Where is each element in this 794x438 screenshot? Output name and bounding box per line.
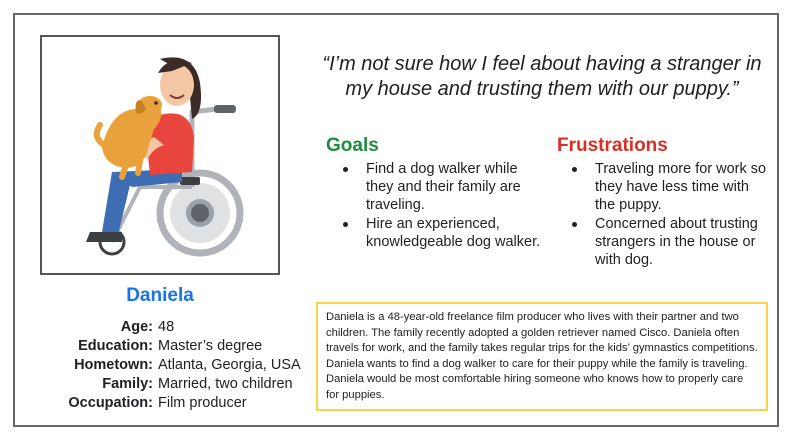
persona-quote: “I’m not sure how I feel about having a …	[322, 53, 762, 100]
persona-facts: Age: 48 Education: Master’s degree Homet…	[40, 318, 330, 413]
persona-photo	[40, 35, 280, 275]
goal-item: Hire an experienced, knowledgeable dog w…	[338, 215, 543, 251]
frustrations-title: Frustrations	[557, 135, 668, 156]
fact-family: Family: Married, two children	[40, 375, 330, 394]
fact-label: Education:	[78, 338, 153, 354]
fact-label: Family:	[102, 376, 153, 392]
frustration-item: Concerned about trusting strangers in th…	[567, 215, 767, 269]
fact-age: Age: 48	[40, 318, 330, 337]
fact-education: Education: Master’s degree	[40, 337, 330, 356]
fact-occupation: Occupation: Film producer	[40, 394, 330, 413]
fact-value: 48	[158, 319, 175, 335]
fact-value: Master’s degree	[158, 338, 263, 354]
persona-bio: Daniela is a 48-year-old freelance film …	[316, 302, 768, 411]
fact-label: Occupation:	[68, 395, 153, 411]
frustration-item: Traveling more for work so they have les…	[567, 160, 767, 214]
goals-title: Goals	[326, 135, 379, 156]
goals-list: Find a dog walker while they and their f…	[338, 160, 543, 252]
frustrations-list: Traveling more for work so they have les…	[567, 160, 767, 270]
fact-value: Married, two children	[158, 376, 293, 392]
fact-value: Atlanta, Georgia, USA	[158, 357, 301, 373]
fact-label: Hometown:	[74, 357, 153, 373]
fact-value: Film producer	[158, 395, 247, 411]
goal-item: Find a dog walker while they and their f…	[338, 160, 543, 214]
wheelchair-dog-illustration	[86, 57, 244, 257]
fact-label: Age:	[120, 319, 153, 335]
fact-hometown: Hometown: Atlanta, Georgia, USA	[40, 356, 330, 375]
persona-name: Daniela	[126, 285, 194, 306]
